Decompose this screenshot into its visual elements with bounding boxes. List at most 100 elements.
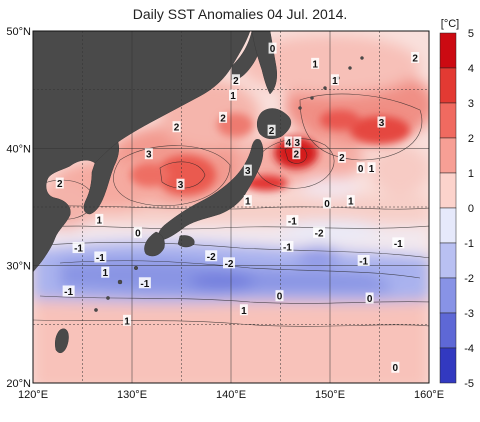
contour-label: 1 <box>346 195 355 208</box>
svg-text:-1: -1 <box>74 244 83 255</box>
svg-text:0: 0 <box>358 164 364 175</box>
svg-text:-1: -1 <box>283 242 292 253</box>
svg-text:2: 2 <box>294 150 300 161</box>
svg-text:3: 3 <box>146 150 152 161</box>
longitude-label: 140°E <box>216 389 246 401</box>
contour-label: 0 <box>268 42 277 55</box>
colorbar-unit: [°C] <box>441 18 459 30</box>
contour-label: 1 <box>311 57 320 70</box>
svg-text:1: 1 <box>102 268 108 279</box>
colorbar-tick-label: 0 <box>468 203 474 215</box>
contour-label: 2 <box>337 151 346 164</box>
latitude-label: 20°N <box>6 378 31 390</box>
contour-label: 3 <box>144 148 153 161</box>
colorbar-tick-label: -5 <box>464 378 474 390</box>
colorbar-tick-label: -3 <box>464 308 474 320</box>
colorbar-swatch <box>439 32 457 69</box>
svg-text:1: 1 <box>124 316 130 327</box>
latitude-labels: 50°N 40°N 30°N 20°N <box>6 26 31 390</box>
colorbar-tick-label: -4 <box>464 343 474 355</box>
svg-text:0: 0 <box>270 44 276 55</box>
colorbar-swatch <box>439 172 457 209</box>
latitude-label: 40°N <box>6 143 31 155</box>
colorbar-swatch <box>439 242 457 279</box>
svg-text:1: 1 <box>369 164 375 175</box>
longitude-label: 160°E <box>414 389 444 401</box>
contour-label: -1 <box>392 237 405 250</box>
colorbar-swatch <box>439 137 457 174</box>
svg-text:2: 2 <box>174 123 180 134</box>
longitude-label: 130°E <box>117 389 147 401</box>
latitude-label: 30°N <box>6 261 31 273</box>
contour-label: 0 <box>356 162 365 175</box>
contour-label: 2 <box>55 177 64 190</box>
svg-text:1: 1 <box>348 197 354 208</box>
contour-label: 3 <box>377 116 386 129</box>
colorbar-tick-label: 4 <box>468 63 474 75</box>
svg-text:1: 1 <box>97 215 103 226</box>
map-frame <box>32 30 430 384</box>
colorbar-swatch <box>439 347 457 384</box>
colorbar-tick-label: -2 <box>464 273 474 285</box>
colorbar: [°C] 5 4 3 2 1 0 -1 -2 -3 -4 -5 <box>439 18 474 390</box>
svg-text:-2: -2 <box>225 259 234 270</box>
svg-text:4: 4 <box>286 138 292 149</box>
contour-label: 3 <box>176 178 185 191</box>
contour-label: -2 <box>313 226 326 239</box>
svg-text:2: 2 <box>220 113 226 124</box>
svg-text:-1: -1 <box>64 287 73 298</box>
svg-text:-1: -1 <box>140 279 149 290</box>
svg-text:2: 2 <box>233 76 239 87</box>
svg-text:0: 0 <box>135 228 141 239</box>
svg-text:-2: -2 <box>207 252 216 263</box>
contour-label: 1 <box>101 266 110 279</box>
svg-text:1: 1 <box>332 76 338 87</box>
svg-text:1: 1 <box>245 197 251 208</box>
contour-label: 1 <box>228 89 237 102</box>
contour-label: 4 <box>284 136 293 149</box>
contour-label: -1 <box>94 251 107 264</box>
contour-label: -1 <box>62 285 75 298</box>
contour-label: 0 <box>133 226 142 239</box>
contour-label: 1 <box>243 195 252 208</box>
colorbar-swatch <box>439 312 457 349</box>
svg-text:-1: -1 <box>359 256 368 267</box>
svg-text:1: 1 <box>230 91 236 102</box>
contour-label: -1 <box>357 254 370 267</box>
colorbar-tick-label: -1 <box>464 238 474 250</box>
contour-label: -1 <box>286 215 299 228</box>
contour-label: 0 <box>391 361 400 374</box>
svg-text:0: 0 <box>277 292 283 303</box>
colorbar-tick-label: 2 <box>468 133 474 145</box>
longitude-labels: 120°E 130°E 140°E 150°E 160°E <box>18 389 444 401</box>
longitude-label: 150°E <box>315 389 345 401</box>
svg-text:-1: -1 <box>96 253 105 264</box>
colorbar-swatch <box>439 277 457 314</box>
svg-text:2: 2 <box>339 153 345 164</box>
contour-label: 1 <box>123 314 132 327</box>
svg-text:3: 3 <box>245 166 251 177</box>
contour-label: 1 <box>239 304 248 317</box>
colorbar-tick-label: 1 <box>468 168 474 180</box>
contour-label: 3 <box>243 164 252 177</box>
contour-label: 0 <box>365 292 374 305</box>
contour-label: 1 <box>367 162 376 175</box>
contour-label: -2 <box>223 257 236 270</box>
contour-label: 3 <box>293 136 302 149</box>
svg-text:3: 3 <box>295 138 301 149</box>
contour-label: -1 <box>138 277 151 290</box>
colorbar-swatch <box>439 207 457 244</box>
contour-label: 2 <box>267 124 276 137</box>
colorbar-tick-label: 5 <box>468 28 474 40</box>
contour-label: 2 <box>411 51 420 64</box>
contour-label: -1 <box>72 242 85 255</box>
contour-label: 2 <box>292 148 301 161</box>
colorbar-swatch <box>439 67 457 104</box>
contour-label: 1 <box>330 74 339 87</box>
svg-text:0: 0 <box>324 199 330 210</box>
colorbar-tick-label: 3 <box>468 98 474 110</box>
colorbar-swatch <box>439 102 457 139</box>
svg-text:-1: -1 <box>394 239 403 250</box>
